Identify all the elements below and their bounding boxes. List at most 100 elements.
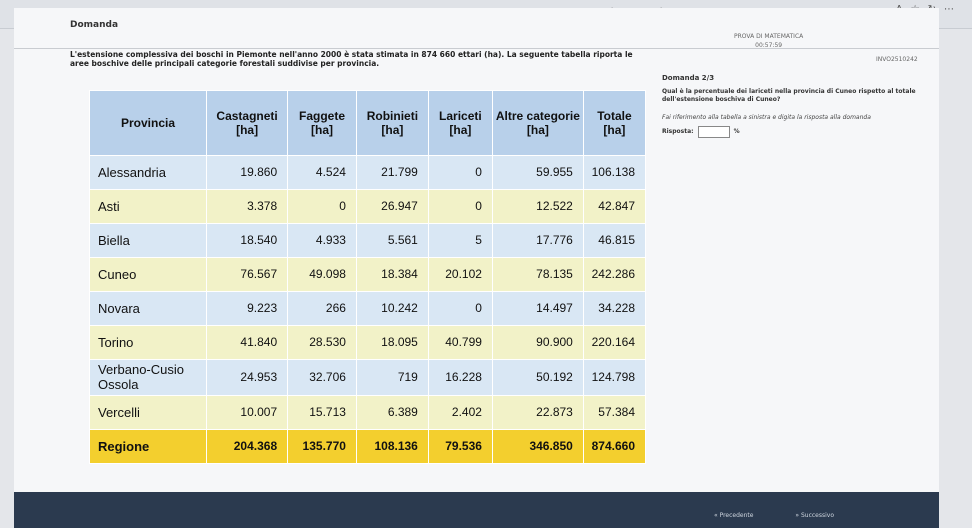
table-cell: 346.850 (491, 428, 584, 465)
table-cell: 26.947 (355, 188, 429, 224)
table-cell: 28.530 (287, 324, 357, 360)
table-cell: 42.847 (582, 188, 647, 224)
table-cell: Torino (88, 324, 208, 360)
table-cell: 874.660 (582, 428, 647, 465)
table-cell: 20.102 (427, 256, 493, 292)
table-cell: 49.098 (287, 256, 357, 292)
table-cell: 40.799 (427, 324, 493, 360)
table-cell: 0 (427, 188, 493, 224)
page-title: Domanda (70, 20, 119, 30)
column-header: Robinieti [ha] (355, 90, 429, 156)
table-cell: 78.135 (491, 256, 584, 292)
answer-label: Risposta: (662, 128, 694, 135)
table-cell: 108.136 (355, 428, 429, 465)
next-button[interactable]: » Successivo (795, 512, 835, 519)
table-cell: 18.095 (355, 324, 429, 360)
table-cell: 59.955 (491, 155, 584, 190)
table-cell: 76.567 (206, 256, 289, 292)
table-cell: 5 (427, 222, 493, 258)
table-cell: 14.497 (491, 290, 584, 326)
column-header: Provincia (88, 90, 208, 156)
table-row: Torino 41.840 28.530 18.095 40.799 90.90… (88, 324, 647, 360)
table-cell: 266 (287, 290, 357, 326)
table-cell: 10.007 (206, 395, 289, 430)
table-cell: 57.384 (582, 395, 647, 430)
table-cell: 16.228 (427, 358, 493, 397)
table-cell: 10.242 (355, 290, 429, 326)
test-name: PROVA DI MATEMATICA (734, 33, 804, 40)
table-cell: 41.840 (206, 324, 289, 360)
forest-table: Provincia Castagneti [ha] Faggete [ha] R… (88, 90, 647, 465)
table-cell: Biella (88, 222, 208, 258)
column-header: Lariceti [ha] (427, 90, 493, 156)
table-cell: Verbano-Cusio Ossola (88, 358, 208, 397)
table-cell: 0 (427, 155, 493, 190)
table-cell: 6.389 (355, 395, 429, 430)
table-cell: 106.138 (582, 155, 647, 190)
table-cell: 2.402 (427, 395, 493, 430)
table-cell: 19.860 (206, 155, 289, 190)
table-row: Verbano-Cusio Ossola 24.953 32.706 719 1… (88, 358, 647, 397)
table-cell: 0 (427, 290, 493, 326)
table-header-row: Provincia Castagneti [ha] Faggete [ha] R… (88, 90, 647, 156)
table-cell: 90.900 (491, 324, 584, 360)
table-cell: 17.776 (491, 222, 584, 258)
table-cell: 242.286 (582, 256, 647, 292)
table-cell: 4.524 (287, 155, 357, 190)
test-info: PROVA DI MATEMATICA 00:57:59 (734, 32, 803, 50)
table-cell: 34.228 (582, 290, 647, 326)
answer-input[interactable] (697, 126, 730, 138)
column-header: Altre categorie [ha] (491, 90, 584, 156)
table-cell: 220.164 (582, 324, 647, 360)
table-cell: Alessandria (88, 155, 208, 190)
table-cell: 50.192 (491, 358, 584, 397)
table-cell: 12.522 (491, 188, 584, 224)
table-row: Biella 18.540 4.933 5.561 5 17.776 46.81… (88, 222, 647, 258)
test-page: Domanda PROVA DI MATEMATICA 00:57:59 INV… (14, 8, 939, 528)
header-divider (14, 48, 939, 49)
timer: 00:57:59 (755, 42, 783, 49)
table-cell: 135.770 (287, 428, 357, 465)
table-cell: 204.368 (206, 428, 289, 465)
column-header: Faggete [ha] (287, 90, 357, 156)
table-cell: 0 (287, 188, 357, 224)
table-cell: 15.713 (287, 395, 357, 430)
footer-nav: « Precedente » Successivo (714, 512, 874, 519)
table-cell: 79.536 (427, 428, 493, 465)
table-cell: 22.873 (491, 395, 584, 430)
table-cell: Regione (88, 428, 208, 465)
answer-row: Risposta: % (662, 126, 942, 138)
table-cell: 124.798 (582, 358, 647, 397)
table-cell: 4.933 (287, 222, 357, 258)
table-cell: 32.706 (287, 358, 357, 397)
navigation-footer: « Precedente » Successivo (14, 492, 939, 528)
table-row: Alessandria 19.860 4.524 21.799 0 59.955… (88, 155, 647, 190)
table-cell: 3.378 (206, 188, 289, 224)
table-cell: 24.953 (206, 358, 289, 397)
previous-button[interactable]: « Precedente (714, 512, 754, 519)
table-row: Asti 3.378 0 26.947 0 12.522 42.847 (88, 188, 647, 224)
table-cell: 18.384 (355, 256, 429, 292)
column-header: Castagneti [ha] (206, 90, 289, 156)
question-panel: Domanda 2/3 Qual è la percentuale dei la… (662, 74, 942, 138)
answer-unit: % (733, 128, 740, 135)
table-row: Vercelli 10.007 15.713 6.389 2.402 22.87… (88, 395, 647, 430)
table-cell: 719 (355, 358, 429, 397)
table-cell: Vercelli (88, 395, 208, 430)
question-hint: Fai riferimento alla tabella a sinistra … (662, 114, 871, 121)
table-total-row: Regione 204.368 135.770 108.136 79.536 3… (88, 428, 647, 465)
menu-icon[interactable]: ⋯ (944, 4, 962, 15)
column-header: Totale [ha] (582, 90, 647, 156)
table-cell: Cuneo (88, 256, 208, 292)
user-id: INVO2510242 (876, 56, 918, 63)
table-row: Novara 9.223 266 10.242 0 14.497 34.228 (88, 290, 647, 326)
table-cell: Asti (88, 188, 208, 224)
table-cell: 9.223 (206, 290, 289, 326)
question-intro: L'estensione complessiva dei boschi in P… (70, 50, 633, 68)
table-cell: Novara (88, 290, 208, 326)
table-cell: 21.799 (355, 155, 429, 190)
table-cell: 18.540 (206, 222, 289, 258)
question-text: Qual è la percentuale dei lariceti nella… (662, 88, 916, 103)
table-row: Cuneo 76.567 49.098 18.384 20.102 78.135… (88, 256, 647, 292)
question-number: Domanda 2/3 (662, 74, 715, 82)
